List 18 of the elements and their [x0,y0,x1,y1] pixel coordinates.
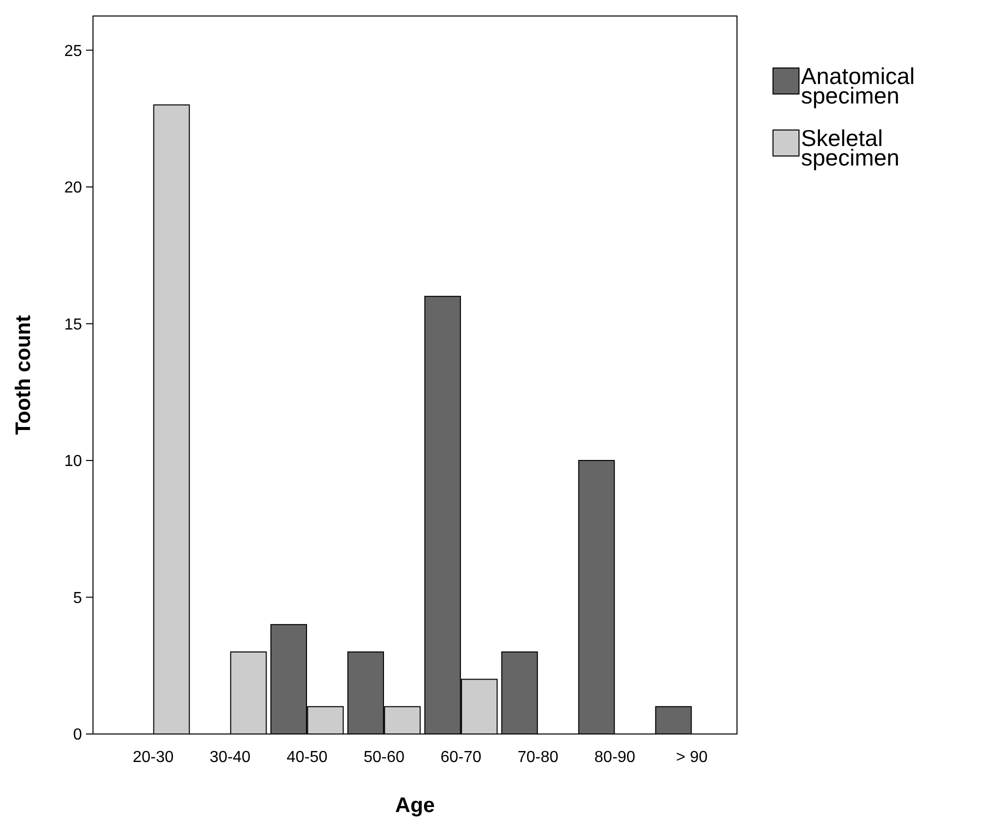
y-tick-label: 10 [64,453,82,470]
x-tick-label: 40-50 [286,749,328,766]
x-tick-label: 70-80 [517,749,558,766]
y-tick-label: 20 [64,180,82,197]
x-tick-label: 30-40 [210,749,251,766]
y-tick-label: 25 [64,42,82,60]
y-tick-label: 5 [73,590,82,607]
y-tick-label: 0 [73,726,82,744]
legend-label: Anatomical specimen [801,63,915,109]
y-tick-label: 15 [64,316,82,334]
x-tick-label: 60-70 [440,749,482,766]
y-axis-title: Tooth count [12,315,35,435]
legend-label: Skeletal specimen [801,125,900,171]
x-axis-title: Age [395,794,435,817]
x-tick-label: 50-60 [364,749,405,766]
x-tick-label: 20-30 [132,749,174,766]
x-tick-label: 80-90 [594,749,636,766]
x-tick-label: > 90 [676,749,708,766]
